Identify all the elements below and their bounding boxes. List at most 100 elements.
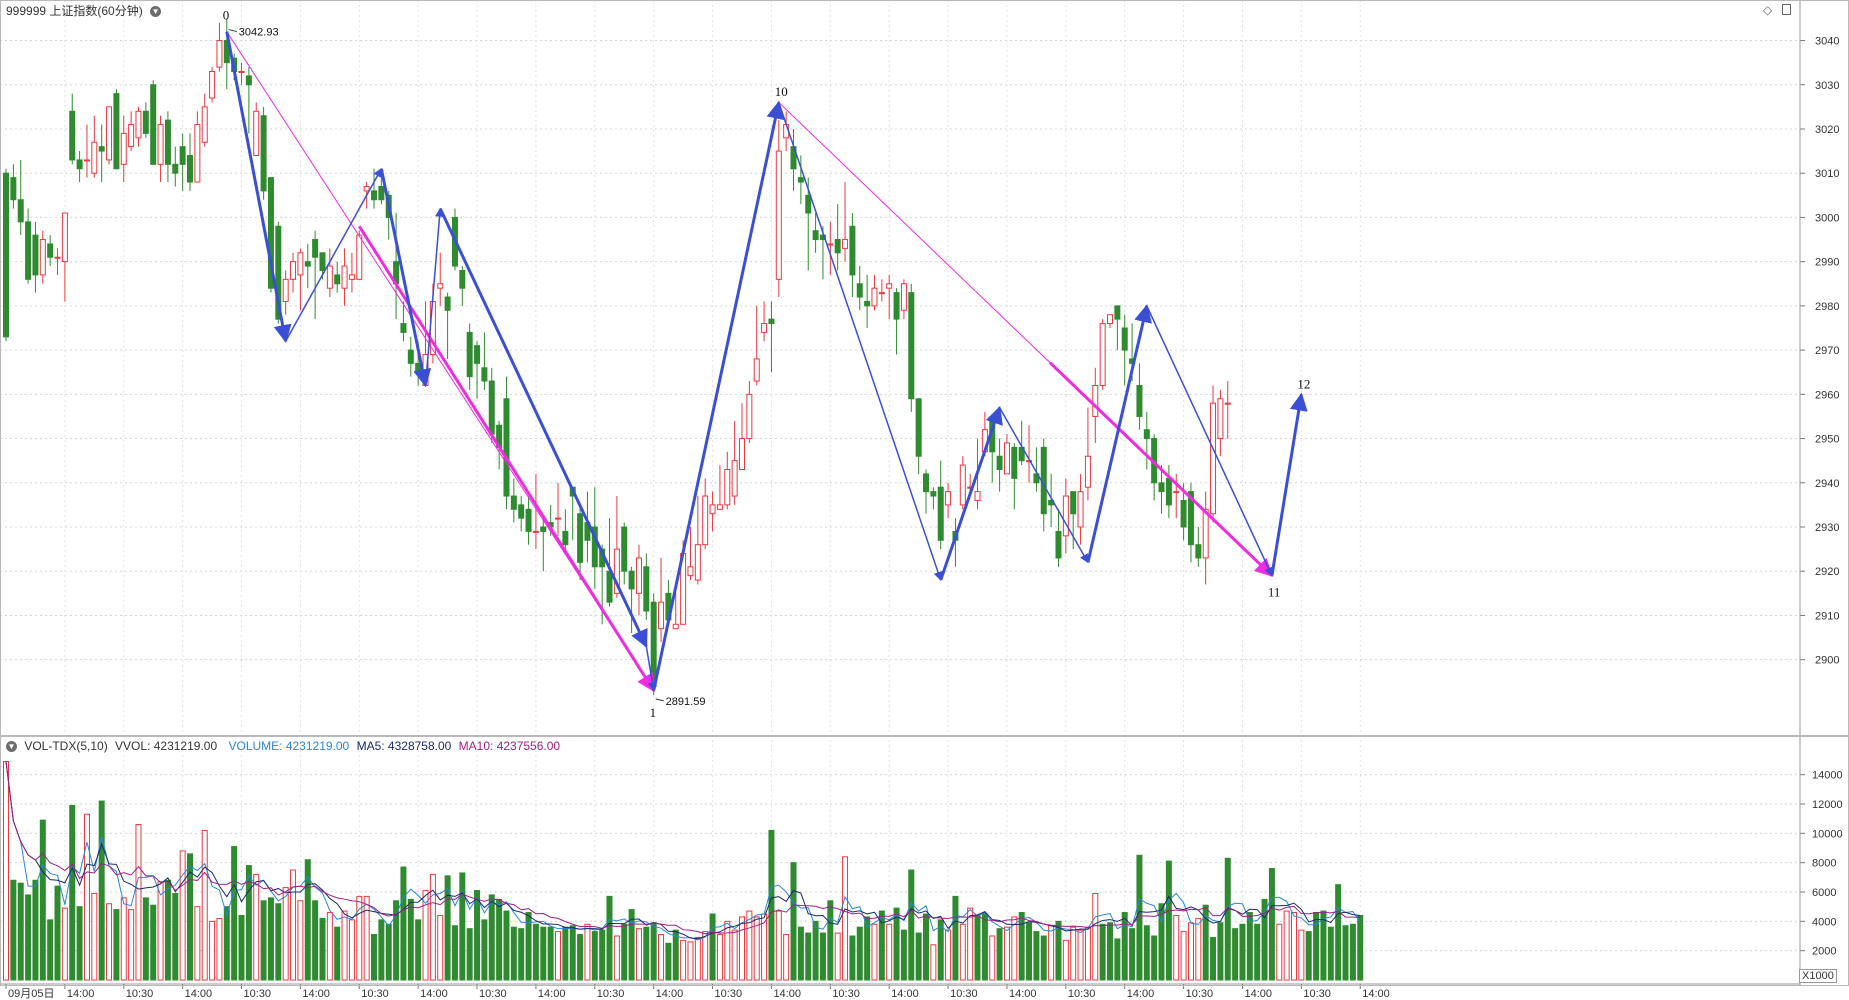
candle-body-up: [761, 323, 768, 333]
volume-bar-down: [569, 925, 576, 981]
candle-body-down: [1187, 491, 1194, 546]
volume-bar-down: [187, 853, 193, 981]
candle-body-down: [172, 163, 179, 174]
volume-bar-down: [10, 879, 17, 981]
candle-body-up: [297, 252, 304, 276]
volume-header: ▼ VOL-TDX(5,10) VVOL: 4231219.00 VOLUME:…: [6, 739, 560, 753]
volume-bar-up: [842, 856, 849, 981]
volume-bar-up: [91, 892, 98, 981]
candle-body-down: [400, 323, 407, 333]
candle-body-down: [304, 261, 311, 267]
panel-icon[interactable]: [1782, 4, 1791, 15]
volume-line: [5, 761, 1361, 941]
candle-body-up: [959, 464, 966, 506]
volume-unit-label: X1000: [1799, 969, 1837, 983]
candle-body-down: [996, 455, 1003, 471]
volume-bar-up: [716, 934, 723, 981]
volume-bar-down: [1305, 931, 1312, 981]
volume-bar-down: [444, 875, 451, 981]
volume-bar-down: [47, 919, 54, 981]
candle-body-down: [113, 93, 120, 170]
volume-bar-up: [967, 907, 974, 981]
volume-bar-down: [142, 897, 149, 981]
volume-bar-down: [643, 926, 650, 981]
volume-bar-down: [407, 898, 414, 981]
candle-body-up: [739, 438, 745, 471]
volume-indicator-name: VOL-TDX(5,10): [24, 739, 108, 753]
volume-bar-up: [1003, 926, 1010, 981]
candle-body-down: [245, 75, 252, 86]
volume-bar-down: [1320, 910, 1327, 981]
candle-body-down: [1114, 305, 1121, 320]
volume-bar-down: [32, 879, 39, 981]
candle-body-up: [1107, 314, 1113, 325]
diamond-icon[interactable]: ◇: [1763, 3, 1773, 17]
volume-tick-label: 2000: [1812, 946, 1836, 958]
volume-bar-down: [1224, 857, 1231, 981]
volume-bar-down: [510, 926, 517, 981]
candle-body-down: [643, 566, 650, 612]
volume-tick-label: 8000: [1812, 858, 1836, 870]
volume-tick-label: 12000: [1812, 799, 1843, 811]
time-tick-label: 10:30: [361, 988, 389, 1000]
candle-body-down: [856, 283, 863, 298]
chevron-down-icon[interactable]: ▼: [6, 741, 17, 753]
volume-bar-down: [1217, 922, 1224, 981]
volume-bar-down: [628, 909, 635, 981]
candle-body-up: [746, 393, 753, 440]
volume-bar-down: [334, 926, 341, 981]
volume-bar-down: [1033, 931, 1040, 981]
volume-bar-down: [1327, 926, 1334, 981]
volume-y-axis: 2000 4000 6000 8000 10000 12000 14000: [1799, 736, 1843, 986]
volume-bar-down: [54, 885, 61, 981]
candle-body-down: [150, 84, 157, 165]
candle-body-down: [518, 504, 525, 519]
candle-body-up: [532, 530, 539, 533]
volume-bar-down: [393, 900, 400, 981]
candle-body-down: [32, 234, 39, 276]
candle-body-up: [775, 150, 782, 280]
volume-bar-up: [326, 912, 333, 981]
volume-bar-down: [900, 929, 907, 981]
candle-body-down: [540, 526, 547, 532]
volume-bar-down: [503, 910, 510, 981]
candle-body-down: [510, 495, 517, 510]
wave-number-label: 1: [650, 705, 657, 720]
candle-body-down: [164, 119, 171, 165]
wave-segment: [1146, 305, 1273, 577]
volume-ma-lines: [5, 761, 1361, 941]
candle-body-down: [628, 570, 635, 590]
candle-body-down: [834, 239, 841, 254]
volume-bar-down: [69, 804, 76, 981]
candle-body-down: [562, 530, 569, 546]
volume-bar-down: [304, 859, 311, 981]
candle-body-up: [731, 460, 738, 497]
candle-body-down: [47, 243, 54, 258]
volume-bar-down: [150, 904, 157, 981]
volume-bar-down: [1342, 925, 1349, 981]
volume-bar-down: [267, 897, 274, 981]
volume-bar-down: [1136, 854, 1143, 981]
volume-bar-down: [996, 928, 1003, 981]
candle-body-up: [672, 623, 679, 630]
candle-body-down: [923, 473, 929, 493]
volume-bar-up: [746, 910, 753, 981]
volume-bar-down: [1107, 922, 1113, 981]
ma5-label: MA5: 4328758.00: [356, 739, 452, 753]
chevron-down-icon[interactable]: ▼: [150, 6, 162, 18]
volume-bar-down: [98, 800, 105, 981]
volume-bar-down: [1055, 920, 1062, 981]
volume-bar-down: [1232, 928, 1239, 981]
candle-body-up: [753, 358, 760, 382]
candle-body-up: [1217, 398, 1224, 440]
candle-body-down: [1055, 530, 1062, 559]
volume-bar-down: [577, 934, 584, 981]
volume-bar-down: [908, 869, 915, 981]
price-pointer: [655, 698, 664, 702]
price-tick-label: 2970: [1815, 345, 1839, 357]
candle-body-up: [238, 70, 245, 73]
wave-segment: [1270, 392, 1308, 576]
volume-bar-down: [1202, 904, 1209, 981]
candle-body-up: [91, 141, 98, 174]
volume-bar-up: [930, 944, 937, 981]
